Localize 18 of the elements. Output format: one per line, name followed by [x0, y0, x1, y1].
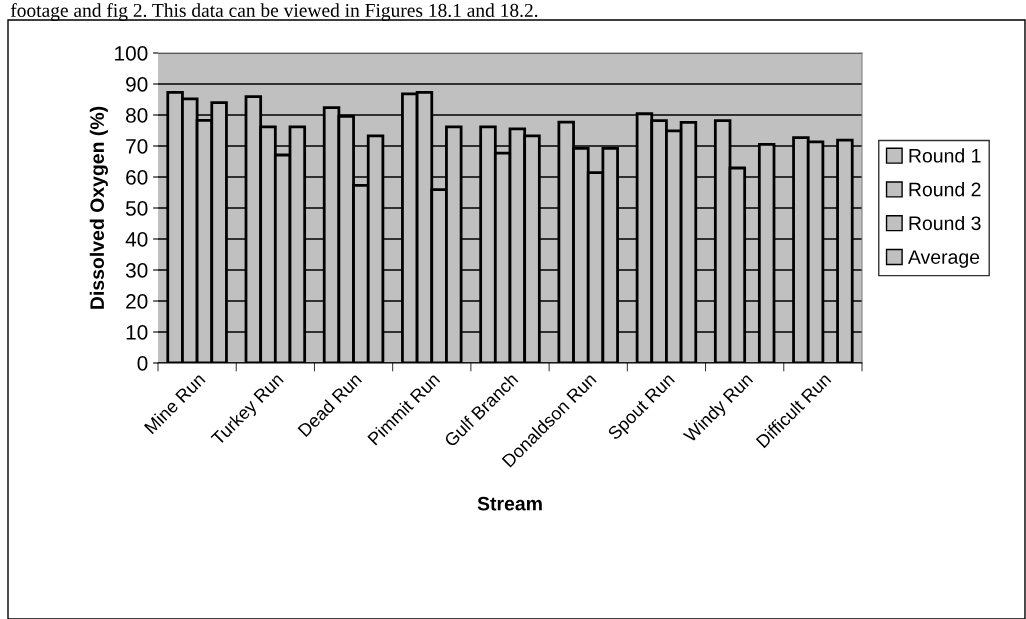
legend-label: Average: [907, 250, 980, 268]
y-tick-label: 10: [126, 325, 148, 340]
y-tick-label: 100: [115, 46, 148, 61]
y-tick-label: 80: [126, 108, 148, 123]
y-tick-label: 50: [125, 201, 148, 216]
legend-label: Round 2: [909, 182, 981, 197]
legend-label: Round 1: [909, 148, 981, 163]
y-tick-label: 30: [125, 263, 148, 278]
text: footage and fig 2. This data can be viewed in Figures 18.1 and 18.2.: [10, 3, 538, 21]
y-tick-label: 0: [137, 356, 148, 371]
y-tick-label: 70: [126, 139, 148, 154]
y-tick-label: 20: [126, 294, 148, 309]
y-tick-label: 90: [126, 77, 148, 92]
legend-label: Round 3: [909, 215, 981, 231]
y-axis-title: Dissolved Oxygen (%): [89, 106, 108, 309]
y-tick-label: 40: [125, 232, 148, 247]
x-axis-title: Stream: [477, 496, 542, 511]
y-tick-label: 60: [126, 170, 148, 185]
